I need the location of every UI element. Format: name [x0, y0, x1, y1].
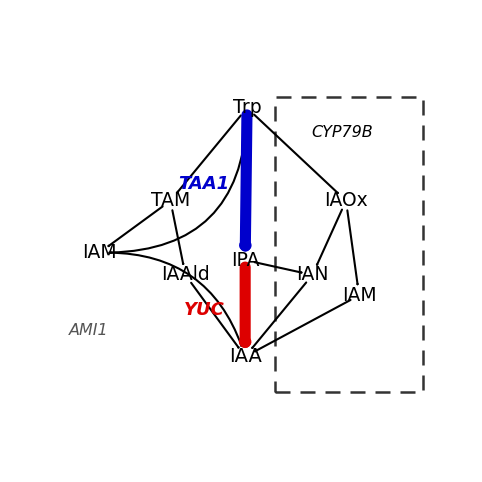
Text: IAM: IAM	[342, 286, 376, 305]
Text: AMI1: AMI1	[68, 323, 108, 338]
Text: TAA1: TAA1	[178, 175, 229, 193]
Text: IAA: IAA	[229, 347, 262, 366]
Text: IAM: IAM	[82, 243, 117, 262]
Text: IAN: IAN	[296, 266, 329, 284]
Text: Trp: Trp	[233, 98, 261, 118]
Bar	[275, 97, 423, 392]
Text: YUC: YUC	[184, 301, 225, 319]
Text: IAAld: IAAld	[161, 266, 210, 284]
Text: IAOx: IAOx	[324, 191, 368, 210]
Text: TAM: TAM	[151, 191, 190, 210]
Text: IPA: IPA	[231, 251, 259, 269]
Text: CYP79B: CYP79B	[311, 124, 373, 140]
